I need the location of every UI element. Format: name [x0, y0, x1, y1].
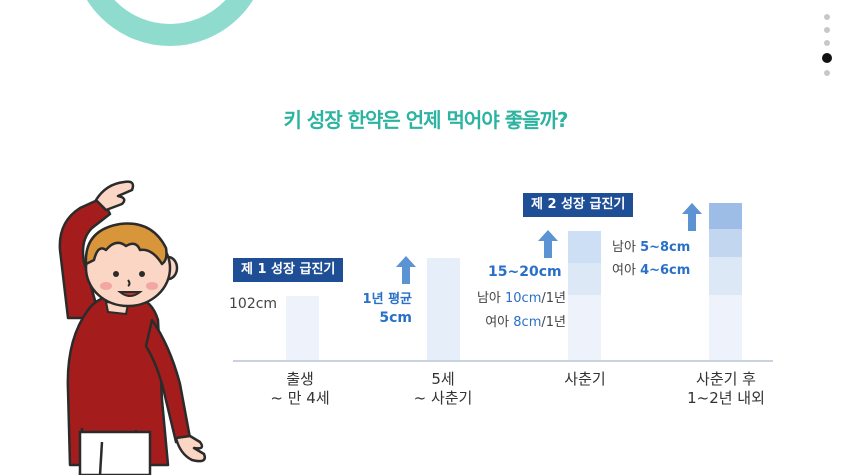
arrow-up-icon — [538, 230, 558, 258]
stage1-height-label: 102cm — [229, 296, 278, 312]
stage3-girl-rate: 여아 8cm/1년 — [462, 311, 566, 330]
stage4-boy-rate: 남아 5~8cm — [612, 236, 702, 255]
stage4-girl-rate: 여아 4~6cm — [612, 259, 702, 278]
boy-suffix: /1년 — [541, 291, 566, 306]
stage1-x-label: 출생 ~ 만 4세 — [255, 370, 345, 408]
page-dot-active[interactable] — [822, 53, 832, 63]
stage3-boy-rate: 남아 10cm/1년 — [462, 287, 566, 306]
page-dot[interactable] — [824, 14, 830, 20]
stage2-x-label: 5세 ~ 사춘기 — [398, 370, 488, 408]
boy-stretching-illustration — [58, 180, 206, 475]
stage2-x-label-line2: ~ 사춘기 — [413, 389, 473, 407]
girl-prefix: 여아 — [612, 263, 641, 278]
girl-suffix: /1년 — [541, 315, 566, 330]
page-dot[interactable] — [824, 70, 830, 76]
stage2-rate-line1: 1년 평균 — [362, 292, 412, 307]
stage3-x-label-line1: 사춘기 — [564, 370, 606, 388]
stage1-x-label-line2: ~ 만 4세 — [270, 389, 330, 407]
stage4-x-label-line1: 사춘기 후 — [696, 370, 756, 388]
stage4-x-label-line2: 1~2년 내외 — [687, 389, 765, 407]
page-dot[interactable] — [824, 40, 830, 46]
boy-value: 10cm — [505, 291, 542, 306]
stage2-x-label-line1: 5세 — [431, 370, 455, 388]
arrow-up-icon — [396, 256, 416, 284]
growth-spurt-badge-2: 제 2 성장 급진기 — [523, 193, 634, 217]
girl-prefix: 여아 — [485, 315, 514, 330]
stage2-rate-line2: 5cm — [379, 310, 412, 326]
stage2-bar — [427, 258, 460, 360]
decorative-ring — [72, 0, 268, 46]
girl-value: 4~6cm — [640, 263, 691, 278]
growth-spurt-badge-1: 제 1 성장 급진기 — [233, 258, 344, 282]
boy-prefix: 남아 — [612, 240, 641, 255]
boy-value: 5~8cm — [640, 240, 691, 255]
stage4-x-label: 사춘기 후 1~2년 내외 — [680, 370, 772, 408]
stage3-total-growth: 15~20cm — [488, 264, 562, 280]
x-axis — [233, 360, 773, 362]
page-title: 키 성장 한약은 언제 먹어야 좋을까? — [283, 108, 568, 132]
stage1-bar — [286, 296, 319, 360]
stage3-x-label: 사춘기 — [540, 370, 630, 389]
arrow-up-icon — [682, 203, 702, 231]
stage4-bar — [709, 203, 742, 360]
girl-value: 8cm — [513, 315, 542, 330]
page-dot[interactable] — [824, 27, 830, 33]
stage3-bar — [568, 231, 601, 360]
pagination-dots — [821, 14, 833, 76]
stage1-x-label-line1: 출생 — [286, 370, 314, 388]
boy-prefix: 남아 — [476, 291, 506, 306]
